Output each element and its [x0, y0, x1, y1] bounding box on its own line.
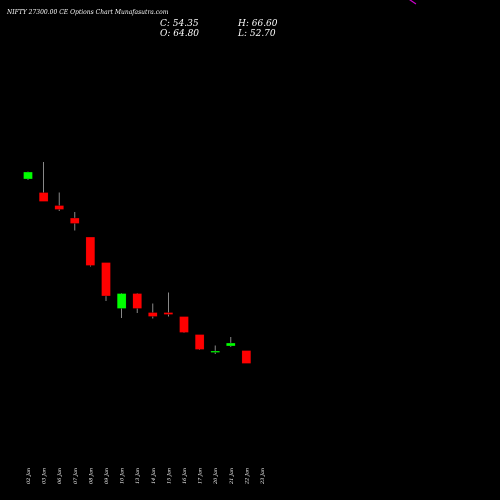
high-value: H: 66.60: [237, 19, 278, 29]
x-tick-label: 02 Jan: [26, 468, 32, 484]
candle-body: [210, 350, 220, 353]
candle: [163, 292, 174, 317]
candle: [241, 350, 252, 364]
candle: [70, 212, 80, 231]
x-tick-label: 14 Jan: [151, 468, 157, 484]
candle: [148, 303, 158, 319]
candle: [23, 171, 33, 180]
x-tick-label: 06 Jan: [57, 468, 63, 484]
candle-body: [70, 217, 80, 224]
close-value: C: 54.35: [160, 19, 199, 29]
candle-body: [38, 192, 49, 202]
candle: [85, 236, 96, 267]
candle-body: [101, 262, 111, 297]
x-tick-label: 17 Jan: [198, 468, 204, 484]
candle-body: [241, 350, 252, 364]
candle-body: [132, 293, 142, 309]
x-tick-label: 20 Jan: [213, 468, 219, 485]
candle-body: [194, 334, 205, 350]
candle-body: [54, 205, 64, 210]
candle: [132, 293, 142, 313]
candle: [54, 192, 64, 211]
x-tick-label: 13 Jan: [135, 468, 141, 484]
candle-body: [116, 293, 127, 309]
x-tick-label: 03 Jan: [42, 468, 48, 484]
open-value: O: 64.80: [160, 29, 199, 39]
x-tick-label: 23 Jan: [260, 468, 266, 485]
candles: [23, 162, 252, 364]
x-tick-label: 22 Jan: [244, 468, 250, 485]
candle: [194, 334, 205, 350]
chart-title: NIFTY 27300.00 CE Options Chart Munafasu…: [6, 9, 169, 16]
candle: [179, 316, 189, 333]
x-axis-ticks: 02 Jan 03 Jan 06 Jan 07 Jan 08 Jan 09 Jan 10 J…: [26, 468, 266, 485]
x-tick-label: 15 Jan: [166, 468, 172, 484]
low-value: L: 52.70: [237, 29, 276, 39]
candle: [38, 162, 49, 202]
candle-body: [163, 312, 174, 315]
candle: [101, 262, 111, 301]
candle-body: [226, 342, 236, 347]
x-tick-label: 21 Jan: [229, 468, 235, 485]
candle: [210, 345, 220, 354]
candle-body: [179, 316, 189, 333]
x-tick-label: 10 Jan: [120, 468, 126, 484]
x-tick-label: 16 Jan: [182, 468, 188, 484]
candle-body: [85, 236, 96, 266]
x-tick-label: 08 Jan: [88, 468, 94, 484]
candle: [116, 293, 127, 318]
x-tick-label: 07 Jan: [73, 468, 79, 484]
x-tick-label: 09 Jan: [104, 468, 110, 484]
candle-body: [148, 312, 158, 317]
candle: [226, 337, 236, 347]
candle-body: [23, 171, 33, 180]
